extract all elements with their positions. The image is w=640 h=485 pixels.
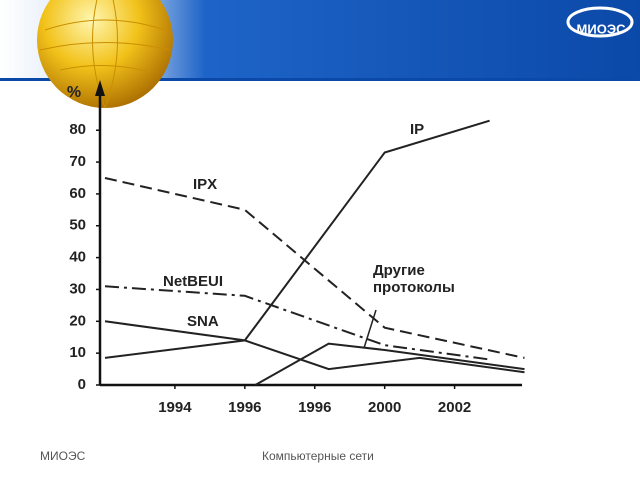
x-tick-label: 1994 [158, 399, 192, 416]
y-tick-label: 10 [69, 344, 86, 361]
y-tick-label: 40 [69, 249, 86, 266]
series-label: SNA [187, 313, 219, 330]
y-tick-label: 70 [69, 153, 86, 170]
series-label: IP [410, 121, 425, 138]
series-line [254, 342, 525, 386]
logo: МИОЭС [577, 21, 627, 36]
x-tick-label: 2002 [438, 399, 471, 416]
y-tick-label: 0 [78, 376, 86, 393]
y-axis-arrow [95, 80, 105, 96]
y-tick-label: 20 [69, 312, 86, 329]
x-tick-label: 2000 [368, 399, 401, 416]
globe-grid [39, 0, 171, 109]
header-rule [0, 78, 640, 81]
series-line [104, 285, 490, 361]
y-axis-label: % [67, 84, 81, 101]
x-tick-label: 1996 [298, 399, 331, 416]
series-label: NetBEUI [163, 273, 224, 290]
series-line [104, 119, 490, 359]
series-line [104, 177, 525, 359]
y-tick-label: 80 [69, 121, 86, 138]
y-tick-label: 30 [69, 280, 86, 297]
logo-swoosh [566, 6, 634, 38]
x-tick-label: 1996 [228, 399, 261, 416]
series-label: Другие протоколы [373, 262, 455, 296]
footer-left: МИОЭС [40, 449, 86, 463]
y-tick-label: 60 [69, 185, 86, 202]
y-tick-label: 50 [69, 217, 86, 234]
globe [37, 0, 173, 108]
footer-center: Компьютерные сети [262, 449, 374, 463]
series-label: IPX [193, 176, 218, 193]
annotation-pointer [363, 309, 377, 349]
series-line [104, 320, 525, 374]
